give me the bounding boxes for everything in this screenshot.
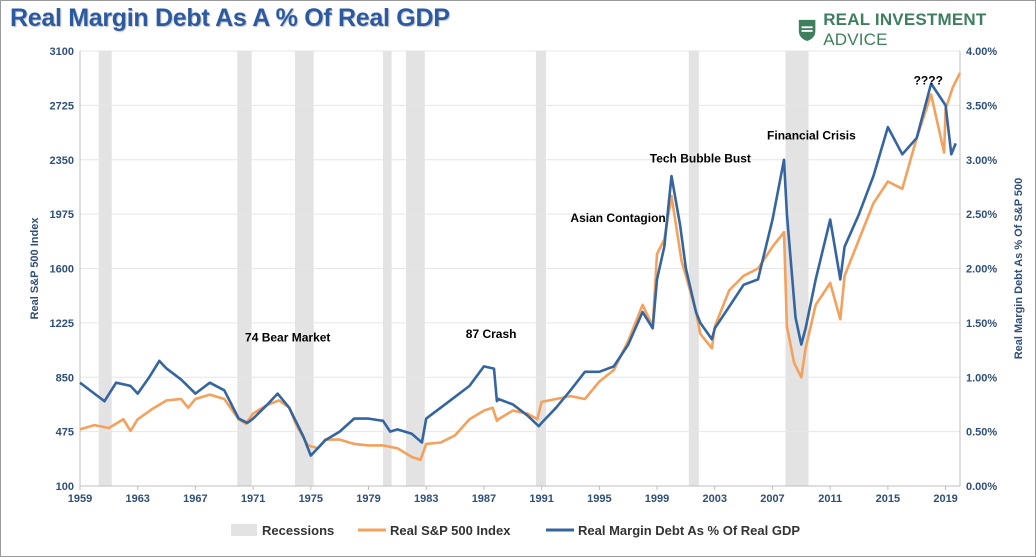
y-right-tick-label: 1.00% — [966, 372, 997, 384]
brand-name-light: ADVICE — [823, 30, 888, 49]
x-tick-label: 1987 — [472, 493, 496, 505]
y-left-tick-label: 1225 — [50, 318, 74, 330]
y-right-tick-label: 4.00% — [966, 46, 997, 58]
brand-logo: REAL INVESTMENT ADVICE — [797, 10, 1036, 50]
x-tick-label: 1971 — [241, 493, 265, 505]
x-tick-label: 1967 — [183, 493, 207, 505]
x-tick-label: 2011 — [818, 493, 842, 505]
legend-label-margin-debt: Real Margin Debt As % Of Real GDP — [578, 523, 800, 538]
y-right-tick-label: 0.00% — [966, 481, 997, 493]
y-right-tick-label: 1.50% — [966, 318, 997, 330]
chart-title: Real Margin Debt As A % Of Real GDP — [10, 4, 450, 32]
x-tick-label: 2003 — [703, 493, 727, 505]
x-tick-label: 1963 — [125, 493, 149, 505]
legend-label-sp500: Real S&P 500 Index — [390, 523, 511, 538]
annotation-4: Financial Crisis — [767, 128, 856, 142]
brand-name: REAL INVESTMENT ADVICE — [823, 10, 1036, 50]
y-right-tick-label: 2.50% — [966, 209, 997, 221]
y-left-tick-label: 2725 — [50, 100, 74, 112]
x-tick-label: 2019 — [933, 493, 957, 505]
y-right-tick-label: 3.50% — [966, 100, 997, 112]
brand-name-bold: REAL INVESTMENT — [823, 10, 987, 29]
x-tick-label: 1995 — [587, 493, 611, 505]
legend-label-recessions: Recessions — [262, 523, 334, 538]
y-left-tick-label: 2350 — [50, 155, 74, 167]
annotation-0: 74 Bear Market — [245, 331, 330, 345]
series-line-margin-debt — [79, 82, 957, 457]
y-right-axis-title: Real Margin Debt As % Of S&P 500 — [1013, 178, 1025, 360]
x-tick-label: 1959 — [68, 493, 92, 505]
x-tick-label: 2007 — [760, 493, 784, 505]
y-left-tick-label: 1975 — [50, 209, 74, 221]
y-left-tick-label: 1600 — [50, 264, 74, 276]
annotation-5: ???? — [914, 73, 943, 87]
shield-icon — [798, 19, 816, 42]
x-tick-label: 1979 — [356, 493, 380, 505]
annotation-3: Tech Bubble Bust — [650, 152, 751, 166]
x-tick-label: 1975 — [299, 493, 323, 505]
x-tick-label: 1999 — [645, 493, 669, 505]
y-left-tick-label: 100 — [56, 481, 74, 493]
y-left-tick-label: 850 — [56, 372, 74, 384]
x-tick-label: 1991 — [529, 493, 553, 505]
x-tick-label: 1983 — [414, 493, 438, 505]
y-left-axis-title: Real S&P 500 Index — [29, 217, 41, 320]
y-right-tick-label: 0.50% — [966, 427, 997, 439]
annotation-2: Asian Contagion — [570, 211, 665, 225]
annotation-1: 87 Crash — [466, 327, 517, 341]
y-right-tick-label: 2.00% — [966, 264, 997, 276]
x-tick-label: 2015 — [876, 493, 900, 505]
legend-swatch-recessions — [231, 524, 257, 536]
y-left-tick-label: 475 — [56, 427, 74, 439]
y-right-tick-label: 3.00% — [966, 155, 997, 167]
y-left-tick-label: 3100 — [50, 46, 74, 58]
